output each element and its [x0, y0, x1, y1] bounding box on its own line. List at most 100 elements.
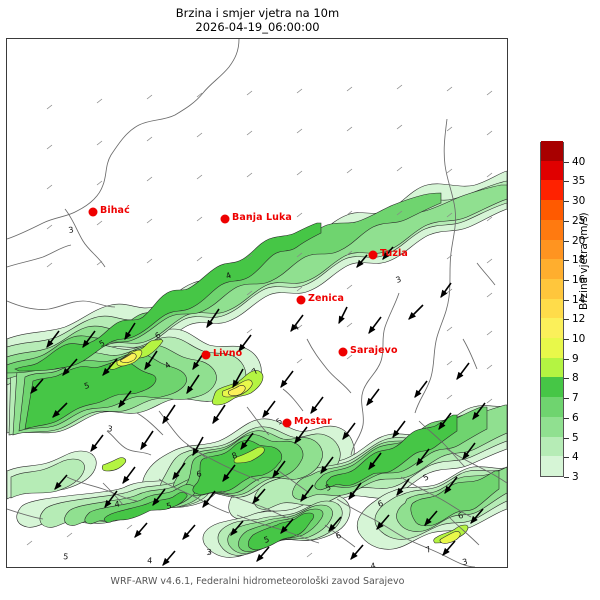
- svg-text:3: 3: [107, 424, 114, 434]
- city-dot-icon: [296, 295, 306, 305]
- colorbar-axis-label: Brzina vjetra (m/s): [578, 212, 590, 310]
- svg-text:5: 5: [422, 472, 431, 482]
- city-dot-icon: [88, 207, 98, 217]
- svg-text:5: 5: [83, 381, 90, 391]
- colorbar-segment: [541, 160, 563, 181]
- colorbar-segment: [541, 259, 563, 279]
- colorbar-tick-mark: [564, 220, 569, 222]
- colorbar-tick-label: 10: [572, 333, 586, 346]
- colorbar-segment: [541, 298, 563, 319]
- colorbar-gradient: [540, 141, 564, 477]
- svg-text:4: 4: [147, 556, 153, 565]
- svg-text:4: 4: [225, 271, 233, 281]
- colorbar-tick-mark: [564, 378, 569, 380]
- svg-text:5: 5: [63, 552, 69, 561]
- colorbar-tick-label: 25: [572, 214, 586, 227]
- title-line-timestamp: 2026-04-19_06:00:00: [195, 20, 320, 34]
- city-dot-icon: [282, 418, 292, 428]
- city-label: Livno: [213, 348, 243, 359]
- colorbar-segment: [541, 436, 563, 457]
- colorbar-segment: [541, 239, 563, 260]
- colorbar-tick-label: 8: [572, 372, 579, 385]
- colorbar-tick-mark: [564, 279, 569, 281]
- colorbar-tick-label: 6: [572, 411, 579, 424]
- colorbar-tick-label: 35: [572, 175, 586, 188]
- colorbar-segment: [541, 318, 563, 339]
- colorbar-segment: [541, 357, 563, 378]
- city-label: Mostar: [294, 416, 332, 427]
- colorbar-tick-label: 7: [572, 392, 579, 405]
- title-line-variable: Brzina i smjer vjetra na 10m: [175, 6, 340, 20]
- colorbar-tick-label: 18: [572, 254, 586, 267]
- colorbar-tick-mark: [564, 240, 569, 242]
- colorbar-segment: [541, 377, 563, 398]
- colorbar-tick-mark: [564, 437, 569, 439]
- colorbar-segment: [541, 338, 563, 358]
- colorbar-tick-label: 16: [572, 273, 586, 286]
- map-canvas: 5 6 5 4 3 7 5 8 6 5 6 5 6 5 4 5 6 7 5 4: [7, 39, 507, 567]
- svg-text:7: 7: [250, 366, 260, 376]
- colorbar-tick-mark: [564, 260, 569, 262]
- city-label: Zenica: [308, 293, 344, 304]
- svg-text:6: 6: [196, 469, 203, 479]
- colorbar-tick-mark: [564, 299, 569, 301]
- svg-text:3: 3: [395, 275, 403, 285]
- svg-text:5: 5: [166, 501, 173, 511]
- colorbar-tick-mark: [564, 398, 569, 400]
- wind-vector-arrows: [30, 246, 486, 566]
- city-dot-icon: [338, 347, 348, 357]
- svg-text:6: 6: [377, 499, 385, 509]
- city-label: Sarajevo: [350, 345, 398, 356]
- city-dot-icon: [201, 350, 211, 360]
- svg-text:4: 4: [370, 561, 377, 567]
- city-label: Banja Luka: [232, 212, 292, 223]
- contour-level-labels: 5 6 5 4 3 7 5 8 6 5 6 5 6 5 4 5 6 7 5 4: [63, 225, 469, 567]
- colorbar-segment: [541, 456, 563, 476]
- colorbar-tick-label: 9: [572, 352, 579, 365]
- colorbar-tick-label: 4: [572, 451, 579, 464]
- figure-title: Brzina i smjer vjetra na 10m 2026-04-19_…: [0, 6, 515, 34]
- colorbar-tick-label: 3: [572, 471, 579, 483]
- colorbar-tick-mark: [564, 339, 569, 341]
- colorbar-tick-label: 5: [572, 431, 579, 444]
- svg-text:4: 4: [163, 360, 172, 370]
- colorbar[interactable]: 3 4 5 6 7 8 9 10 12 14 16 18 20 25 30 35 40: [540, 141, 585, 483]
- colorbar-tick-label: 12: [572, 313, 586, 326]
- svg-text:3: 3: [68, 225, 75, 235]
- colorbar-tick-mark: [564, 181, 569, 183]
- svg-text:8: 8: [231, 451, 239, 461]
- colorbar-segment: [541, 200, 563, 220]
- svg-text:4: 4: [114, 499, 120, 509]
- map-plot-area[interactable]: 5 6 5 4 3 7 5 8 6 5 6 5 6 5 4 5 6 7 5 4: [6, 38, 508, 568]
- city-dot-icon: [368, 250, 378, 260]
- colorbar-segment: [541, 141, 563, 161]
- city-label: Tuzla: [380, 248, 408, 259]
- colorbar-segment: [541, 397, 563, 417]
- colorbar-tick-mark: [564, 358, 569, 360]
- svg-text:4: 4: [292, 323, 300, 333]
- svg-text:7: 7: [424, 545, 432, 555]
- svg-text:5: 5: [98, 338, 107, 348]
- background-wind-barbs: [26, 84, 493, 558]
- colorbar-tick-label: 14: [572, 293, 586, 306]
- city-dot-icon: [220, 214, 230, 224]
- svg-text:5: 5: [275, 416, 285, 426]
- svg-text:5: 5: [324, 483, 332, 493]
- svg-text:6: 6: [154, 330, 163, 340]
- colorbar-tick-label: 40: [572, 155, 586, 168]
- svg-text:6: 6: [457, 511, 465, 521]
- colorbar-tick-mark: [564, 477, 569, 478]
- figure-footer-credit: WRF-ARW v4.6.1, Federalni hidrometeorolo…: [110, 576, 405, 587]
- colorbar-tick-mark: [564, 161, 569, 163]
- svg-text:3: 3: [462, 557, 469, 567]
- colorbar-segment: [541, 219, 563, 240]
- svg-text:5: 5: [263, 535, 271, 545]
- colorbar-tick-label: 30: [572, 195, 586, 208]
- colorbar-tick-mark: [564, 417, 569, 419]
- svg-text:3: 3: [206, 548, 212, 557]
- svg-text:6: 6: [335, 531, 343, 541]
- city-label: Bihać: [100, 205, 130, 216]
- colorbar-tick-label: 20: [572, 234, 586, 247]
- wind-speed-contour-fill: [7, 170, 507, 558]
